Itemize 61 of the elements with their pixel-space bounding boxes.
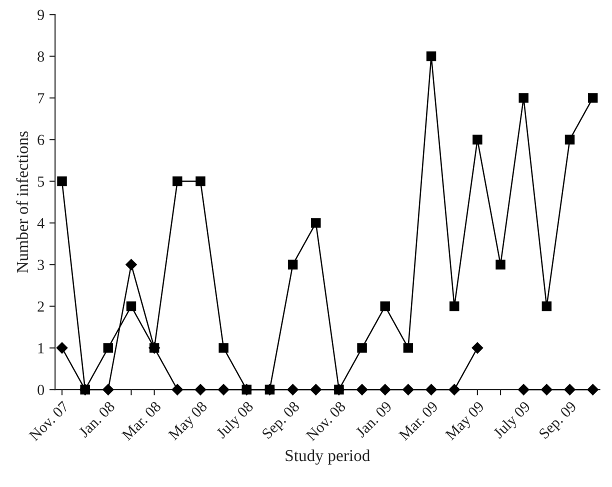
point xyxy=(403,343,414,353)
y-tick-label: 8 xyxy=(38,51,44,62)
point xyxy=(449,301,460,312)
point xyxy=(103,343,114,353)
point xyxy=(172,384,184,396)
x-axis-title: Study period xyxy=(286,449,370,465)
x-tick-label: July 08 xyxy=(215,400,256,442)
point xyxy=(518,93,528,103)
point xyxy=(102,384,114,396)
x-tick-label: Mar. 09 xyxy=(398,400,438,441)
point xyxy=(518,384,530,396)
x-tick-label: Sep. 08 xyxy=(261,400,302,442)
point xyxy=(287,384,298,396)
x-tick-label: Nov. 08 xyxy=(305,400,346,442)
y-tick-label: 6 xyxy=(38,134,44,146)
y-tick-label: 7 xyxy=(38,93,44,104)
point xyxy=(496,260,506,270)
x-tick-label: Mar. 08 xyxy=(121,400,162,441)
point xyxy=(196,176,206,186)
point xyxy=(426,384,437,396)
point xyxy=(472,134,482,144)
y-tick-label: 1 xyxy=(38,343,44,354)
point xyxy=(564,134,575,144)
point xyxy=(310,384,322,396)
x-tick-label: July 09 xyxy=(492,400,533,442)
point xyxy=(57,176,67,186)
x-tick-label: Sep. 09 xyxy=(538,400,580,442)
point xyxy=(402,384,414,396)
x-tick-label: Jan. 08 xyxy=(78,400,116,438)
point xyxy=(588,93,598,103)
y-tick-label: 0 xyxy=(38,384,44,396)
point xyxy=(172,176,182,186)
point xyxy=(218,343,228,353)
point xyxy=(448,384,460,396)
point xyxy=(218,384,230,396)
y-tick-label: 3 xyxy=(38,260,44,270)
y-tick-label: 9 xyxy=(38,10,44,20)
y-tick-label: 2 xyxy=(38,301,44,312)
point xyxy=(356,384,368,396)
point xyxy=(564,384,576,396)
point xyxy=(380,384,391,396)
point xyxy=(194,384,206,396)
x-tick-label: Jan. 09 xyxy=(355,400,392,438)
point xyxy=(311,218,321,228)
point xyxy=(126,258,137,270)
point xyxy=(541,384,552,396)
y-axis-title: Number of infections xyxy=(16,131,28,273)
point xyxy=(288,260,298,270)
x-tick-label: May 08 xyxy=(168,400,210,443)
point xyxy=(126,301,136,312)
x-tick-label: Nov. 07 xyxy=(28,400,70,442)
point xyxy=(426,51,436,62)
point xyxy=(56,342,68,354)
point xyxy=(472,342,484,354)
point xyxy=(587,384,598,396)
point xyxy=(380,301,390,312)
point xyxy=(542,301,552,312)
y-tick-label: 5 xyxy=(38,176,44,187)
x-tick-label: May 09 xyxy=(444,400,487,443)
y-tick-label: 4 xyxy=(37,218,44,228)
point xyxy=(357,343,367,353)
